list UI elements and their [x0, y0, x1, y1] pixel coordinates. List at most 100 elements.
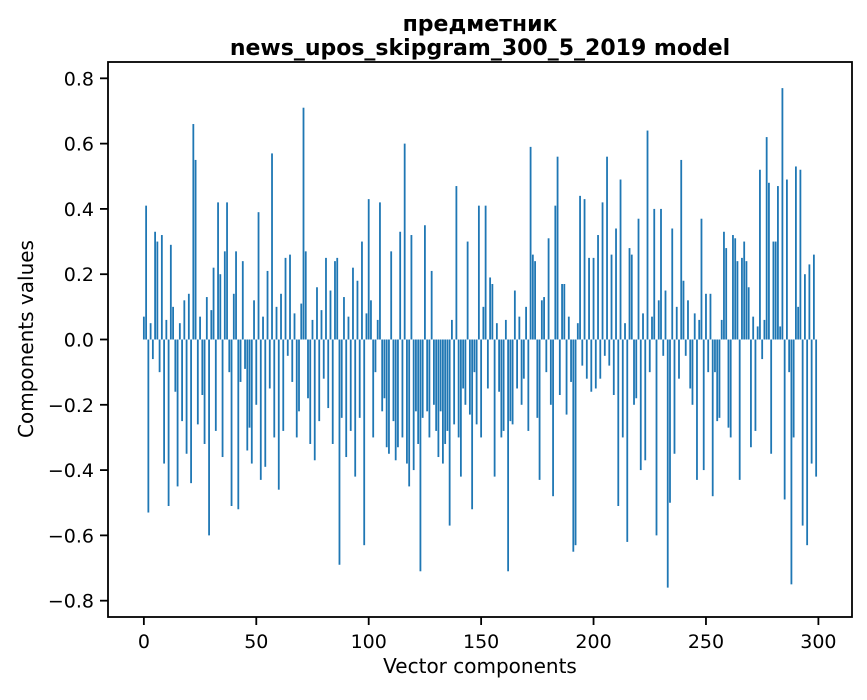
bar-series	[142, 88, 818, 588]
bar	[343, 297, 345, 340]
bar	[765, 137, 768, 340]
x-axis-ticks: 0 50 100 150 200 250 300	[138, 617, 837, 653]
bar	[169, 244, 172, 340]
bar	[176, 339, 179, 487]
bar	[723, 231, 725, 340]
bar	[291, 339, 294, 382]
y-tick-label: 0.2	[64, 264, 94, 286]
bar	[617, 339, 620, 506]
bar	[201, 339, 204, 395]
bar	[709, 293, 712, 340]
chart-title: предметник	[403, 12, 558, 37]
bar	[601, 202, 604, 340]
x-axis-label: Vector components	[383, 654, 577, 678]
bar	[774, 241, 777, 340]
bar	[280, 293, 282, 340]
bar	[493, 339, 496, 477]
bar	[619, 179, 622, 340]
bar	[437, 339, 440, 458]
y-tick-label: 0.6	[64, 134, 94, 156]
bar	[190, 339, 192, 484]
bar	[772, 241, 775, 340]
bar	[212, 267, 215, 340]
bar	[743, 241, 746, 340]
y-tick-label: 0.4	[64, 199, 94, 221]
bar	[316, 287, 318, 340]
bar	[147, 339, 150, 513]
bar	[543, 297, 545, 340]
bar	[275, 306, 278, 340]
bar	[354, 339, 357, 477]
bar	[255, 339, 258, 405]
bar	[628, 248, 631, 340]
bar	[149, 323, 152, 340]
bar	[518, 316, 521, 340]
bar	[563, 284, 566, 340]
bar	[520, 339, 523, 405]
bar	[457, 339, 460, 438]
bar	[801, 339, 804, 526]
x-tick-label: 200	[575, 631, 611, 653]
bar	[442, 339, 444, 464]
bar	[669, 339, 671, 503]
bar	[759, 169, 761, 340]
bar	[196, 339, 199, 425]
bar	[322, 339, 325, 379]
bar	[565, 339, 568, 415]
bar	[768, 182, 770, 340]
bar	[720, 319, 723, 340]
bar	[576, 323, 579, 340]
y-axis-ticks: −0.8 −0.6 −0.4 −0.2 0.0 0.2 0.4 0.6 0.8	[48, 68, 108, 613]
y-tick-label: −0.8	[48, 591, 94, 613]
bar	[660, 208, 662, 340]
bar	[145, 205, 148, 340]
bar	[783, 339, 786, 500]
bar	[266, 270, 269, 340]
bar	[522, 339, 525, 379]
bar	[657, 300, 660, 340]
bar	[205, 297, 208, 340]
x-tick-label: 100	[351, 631, 387, 653]
bar	[538, 339, 541, 480]
bar	[327, 339, 330, 409]
bar	[455, 186, 458, 340]
bar	[806, 339, 809, 546]
bar	[754, 339, 757, 431]
bar	[639, 339, 642, 471]
bar	[309, 339, 312, 444]
bar	[410, 235, 413, 340]
bar	[239, 339, 242, 382]
bar	[250, 339, 253, 464]
bar	[624, 323, 626, 340]
bar	[700, 218, 703, 340]
bar	[549, 339, 552, 405]
bar	[329, 290, 332, 340]
bar	[590, 339, 593, 392]
bar	[797, 306, 800, 340]
bar	[653, 208, 656, 340]
bar	[194, 159, 197, 340]
bar	[475, 339, 478, 425]
bar	[187, 293, 190, 340]
bar	[302, 107, 305, 340]
bar	[277, 339, 280, 490]
bar	[630, 254, 633, 340]
bar	[646, 130, 649, 340]
bar	[376, 319, 379, 340]
bar	[199, 316, 201, 340]
bar	[738, 339, 741, 480]
bar	[633, 339, 635, 405]
bar	[558, 339, 561, 395]
bar	[462, 339, 465, 389]
bar	[698, 319, 701, 340]
bar	[383, 339, 386, 399]
bar	[451, 319, 453, 340]
bar	[732, 235, 734, 340]
bar	[352, 267, 354, 340]
bar	[786, 179, 788, 340]
bar	[160, 235, 163, 340]
bar	[489, 277, 492, 340]
bar	[790, 339, 793, 585]
bar	[615, 228, 617, 340]
bar	[403, 143, 406, 340]
